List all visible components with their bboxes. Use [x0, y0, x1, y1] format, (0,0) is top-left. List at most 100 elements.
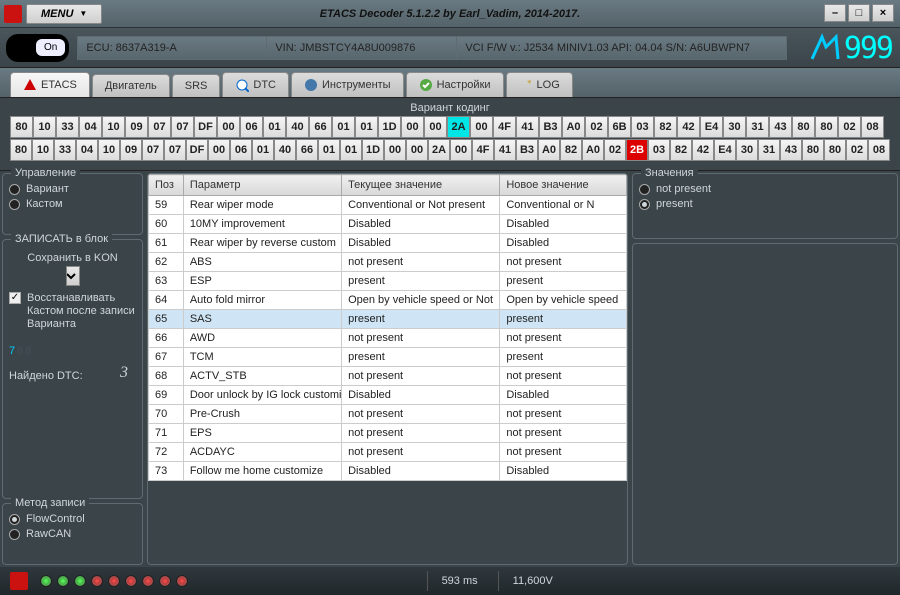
hex-cell[interactable]: 33: [56, 116, 79, 138]
hex-cell[interactable]: 02: [846, 139, 868, 161]
minimize-button[interactable]: –: [824, 4, 846, 22]
hex-cell[interactable]: 33: [54, 139, 76, 161]
hex-cell[interactable]: 1D: [378, 116, 401, 138]
menu-button[interactable]: MENU: [26, 4, 102, 24]
hex-cell[interactable]: 80: [10, 116, 33, 138]
hex-cell[interactable]: 6B: [608, 116, 631, 138]
tab-srs[interactable]: SRS: [172, 74, 221, 97]
hex-cell[interactable]: 80: [10, 139, 32, 161]
table-row[interactable]: 65SASpresentpresent: [149, 310, 627, 329]
hex-cell[interactable]: 00: [384, 139, 406, 161]
hex-cell[interactable]: 00: [424, 116, 447, 138]
hex-cell[interactable]: 4F: [493, 116, 516, 138]
radio-rawcan[interactable]: RawCAN: [9, 528, 136, 540]
power-toggle[interactable]: On: [6, 34, 69, 62]
hex-cell[interactable]: 80: [824, 139, 846, 161]
hex-cell[interactable]: 40: [274, 139, 296, 161]
table-row[interactable]: 72ACDAYCnot presentnot present: [149, 443, 627, 462]
hex-cell[interactable]: 31: [758, 139, 780, 161]
table-row[interactable]: 61Rear wiper by reverse customDisabledDi…: [149, 234, 627, 253]
tab-двигатель[interactable]: Двигатель: [92, 74, 170, 97]
hex-cell[interactable]: 00: [470, 116, 493, 138]
hex-cell[interactable]: 82: [670, 139, 692, 161]
col-header[interactable]: Новое значение: [500, 175, 627, 196]
hex-cell[interactable]: 66: [309, 116, 332, 138]
col-header[interactable]: Поз: [149, 175, 184, 196]
hex-cell[interactable]: 07: [148, 116, 171, 138]
hex-cell[interactable]: 42: [677, 116, 700, 138]
hex-cell[interactable]: 02: [585, 116, 608, 138]
table-row[interactable]: 68ACTV_STBnot presentnot present: [149, 367, 627, 386]
col-header[interactable]: Параметр: [183, 175, 341, 196]
hex-cell[interactable]: 30: [723, 116, 746, 138]
hex-cell[interactable]: 07: [164, 139, 186, 161]
hex-cell[interactable]: 80: [792, 116, 815, 138]
table-row[interactable]: 69Door unlock by IG lock customiDisabled…: [149, 386, 627, 405]
hex-cell[interactable]: 41: [516, 116, 539, 138]
hex-cell[interactable]: 10: [98, 139, 120, 161]
table-row[interactable]: 67TCMpresentpresent: [149, 348, 627, 367]
hex-cell[interactable]: DF: [186, 139, 208, 161]
hex-cell[interactable]: 00: [208, 139, 230, 161]
table-row[interactable]: 6010MY improvementDisabledDisabled: [149, 215, 627, 234]
hex-cell[interactable]: 40: [286, 116, 309, 138]
hex-cell[interactable]: 82: [654, 116, 677, 138]
table-row[interactable]: 63ESPpresentpresent: [149, 272, 627, 291]
table-row[interactable]: 59Rear wiper modeConventional or Not pre…: [149, 196, 627, 215]
chk-restore[interactable]: Восстанавливать Кастом после записи Вари…: [9, 292, 136, 331]
hex-cell[interactable]: 07: [142, 139, 164, 161]
hex-cell[interactable]: 80: [802, 139, 824, 161]
hex-cell[interactable]: 43: [769, 116, 792, 138]
hex-cell[interactable]: A0: [582, 139, 604, 161]
hex-cell[interactable]: E4: [714, 139, 736, 161]
radio-kastom[interactable]: Кастом: [9, 198, 136, 210]
hex-cell[interactable]: 00: [450, 139, 472, 161]
hex-cell[interactable]: 01: [318, 139, 340, 161]
hex-cell[interactable]: B3: [516, 139, 538, 161]
hex-cell[interactable]: 00: [401, 116, 424, 138]
hex-cell[interactable]: 08: [861, 116, 884, 138]
params-table[interactable]: ПозПараметрТекущее значениеНовое значени…: [148, 174, 627, 481]
table-row[interactable]: 66AWDnot presentnot present: [149, 329, 627, 348]
hex-cell[interactable]: DF: [194, 116, 217, 138]
hex-cell[interactable]: 03: [631, 116, 654, 138]
table-row[interactable]: 73Follow me home customizeDisabledDisabl…: [149, 462, 627, 481]
radio-variant[interactable]: Вариант: [9, 183, 136, 195]
hex-cell[interactable]: E4: [700, 116, 723, 138]
radio-flowcontrol[interactable]: FlowControl: [9, 513, 136, 525]
col-header[interactable]: Текущее значение: [342, 175, 500, 196]
hex-cell[interactable]: 06: [230, 139, 252, 161]
hex-cell[interactable]: A0: [538, 139, 560, 161]
hex-cell[interactable]: 4F: [472, 139, 494, 161]
hex-cell[interactable]: 2A: [428, 139, 450, 161]
hex-cell[interactable]: 31: [746, 116, 769, 138]
hex-cell[interactable]: 01: [340, 139, 362, 161]
hex-cell[interactable]: 80: [815, 116, 838, 138]
hex-cell[interactable]: 43: [780, 139, 802, 161]
tab-etacs[interactable]: ETACS: [10, 72, 90, 97]
hex-cell[interactable]: B3: [539, 116, 562, 138]
table-row[interactable]: 62ABSnot presentnot present: [149, 253, 627, 272]
tab-log[interactable]: LOG: [506, 72, 573, 97]
hex-cell[interactable]: 30: [736, 139, 758, 161]
hex-cell[interactable]: 04: [76, 139, 98, 161]
table-row[interactable]: 70Pre-Crushnot presentnot present: [149, 405, 627, 424]
hex-cell[interactable]: 10: [102, 116, 125, 138]
hex-cell[interactable]: 2A: [447, 116, 470, 138]
hex-cell[interactable]: 01: [355, 116, 378, 138]
hex-cell[interactable]: 01: [332, 116, 355, 138]
hex-cell[interactable]: 01: [263, 116, 286, 138]
table-row[interactable]: 71EPSnot presentnot present: [149, 424, 627, 443]
hex-cell[interactable]: 42: [692, 139, 714, 161]
hex-cell[interactable]: 82: [560, 139, 582, 161]
hex-cell[interactable]: 66: [296, 139, 318, 161]
hex-cell[interactable]: 07: [171, 116, 194, 138]
hex-cell[interactable]: 00: [217, 116, 240, 138]
hex-cell[interactable]: 41: [494, 139, 516, 161]
table-row[interactable]: 64Auto fold mirrorOpen by vehicle speed …: [149, 291, 627, 310]
hex-cell[interactable]: 09: [120, 139, 142, 161]
hex-cell[interactable]: 04: [79, 116, 102, 138]
tab-инструменты[interactable]: Инструменты: [291, 72, 404, 97]
hex-cell[interactable]: 03: [648, 139, 670, 161]
radio-not-present[interactable]: not present: [639, 183, 891, 195]
